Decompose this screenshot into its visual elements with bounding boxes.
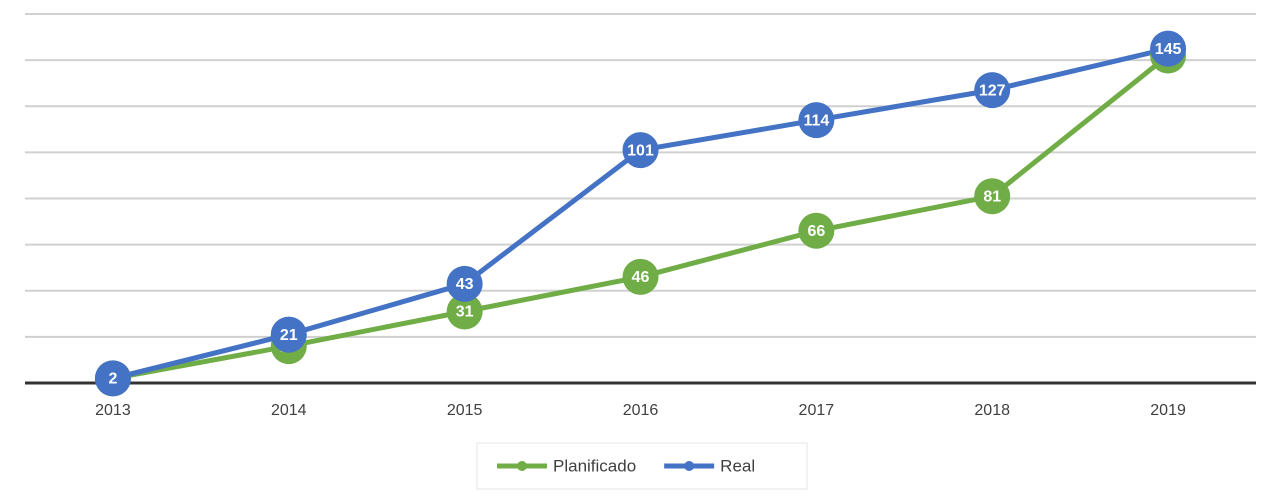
x-tick-label: 2018 (974, 402, 1010, 419)
point (974, 72, 1011, 109)
legend-marker (517, 461, 527, 471)
point (446, 293, 483, 330)
point (798, 212, 835, 249)
data-label: 145 (1155, 41, 1182, 58)
x-tick-label: 2019 (1150, 402, 1186, 419)
point (974, 178, 1011, 215)
data-label: 101 (627, 142, 654, 159)
series-line (112, 46, 1169, 381)
point (1150, 30, 1187, 67)
data-label: 21 (280, 327, 298, 344)
x-tick-label: 2017 (799, 402, 835, 419)
x-tick-label: 2014 (271, 402, 307, 419)
point (622, 132, 659, 169)
legend-label: Real (720, 456, 755, 475)
data-label: 46 (632, 269, 650, 286)
x-tick-label: 2013 (95, 402, 131, 419)
legend-marker (684, 461, 695, 471)
legend-label: Planificado (553, 456, 636, 475)
point (798, 102, 835, 139)
x-tick-label: 2016 (623, 402, 659, 419)
data-label: 43 (456, 276, 474, 293)
data-label: 127 (979, 82, 1006, 99)
point (446, 265, 483, 302)
series-line (112, 53, 1170, 381)
x-tick-label: 2015 (447, 402, 483, 419)
data-label: 114 (803, 112, 829, 129)
point (94, 360, 131, 397)
data-label: 66 (807, 223, 825, 240)
data-label: 2 (108, 371, 117, 388)
point (270, 316, 307, 353)
data-label: 31 (456, 304, 474, 321)
data-label: 81 (983, 188, 1001, 205)
point (622, 258, 659, 295)
